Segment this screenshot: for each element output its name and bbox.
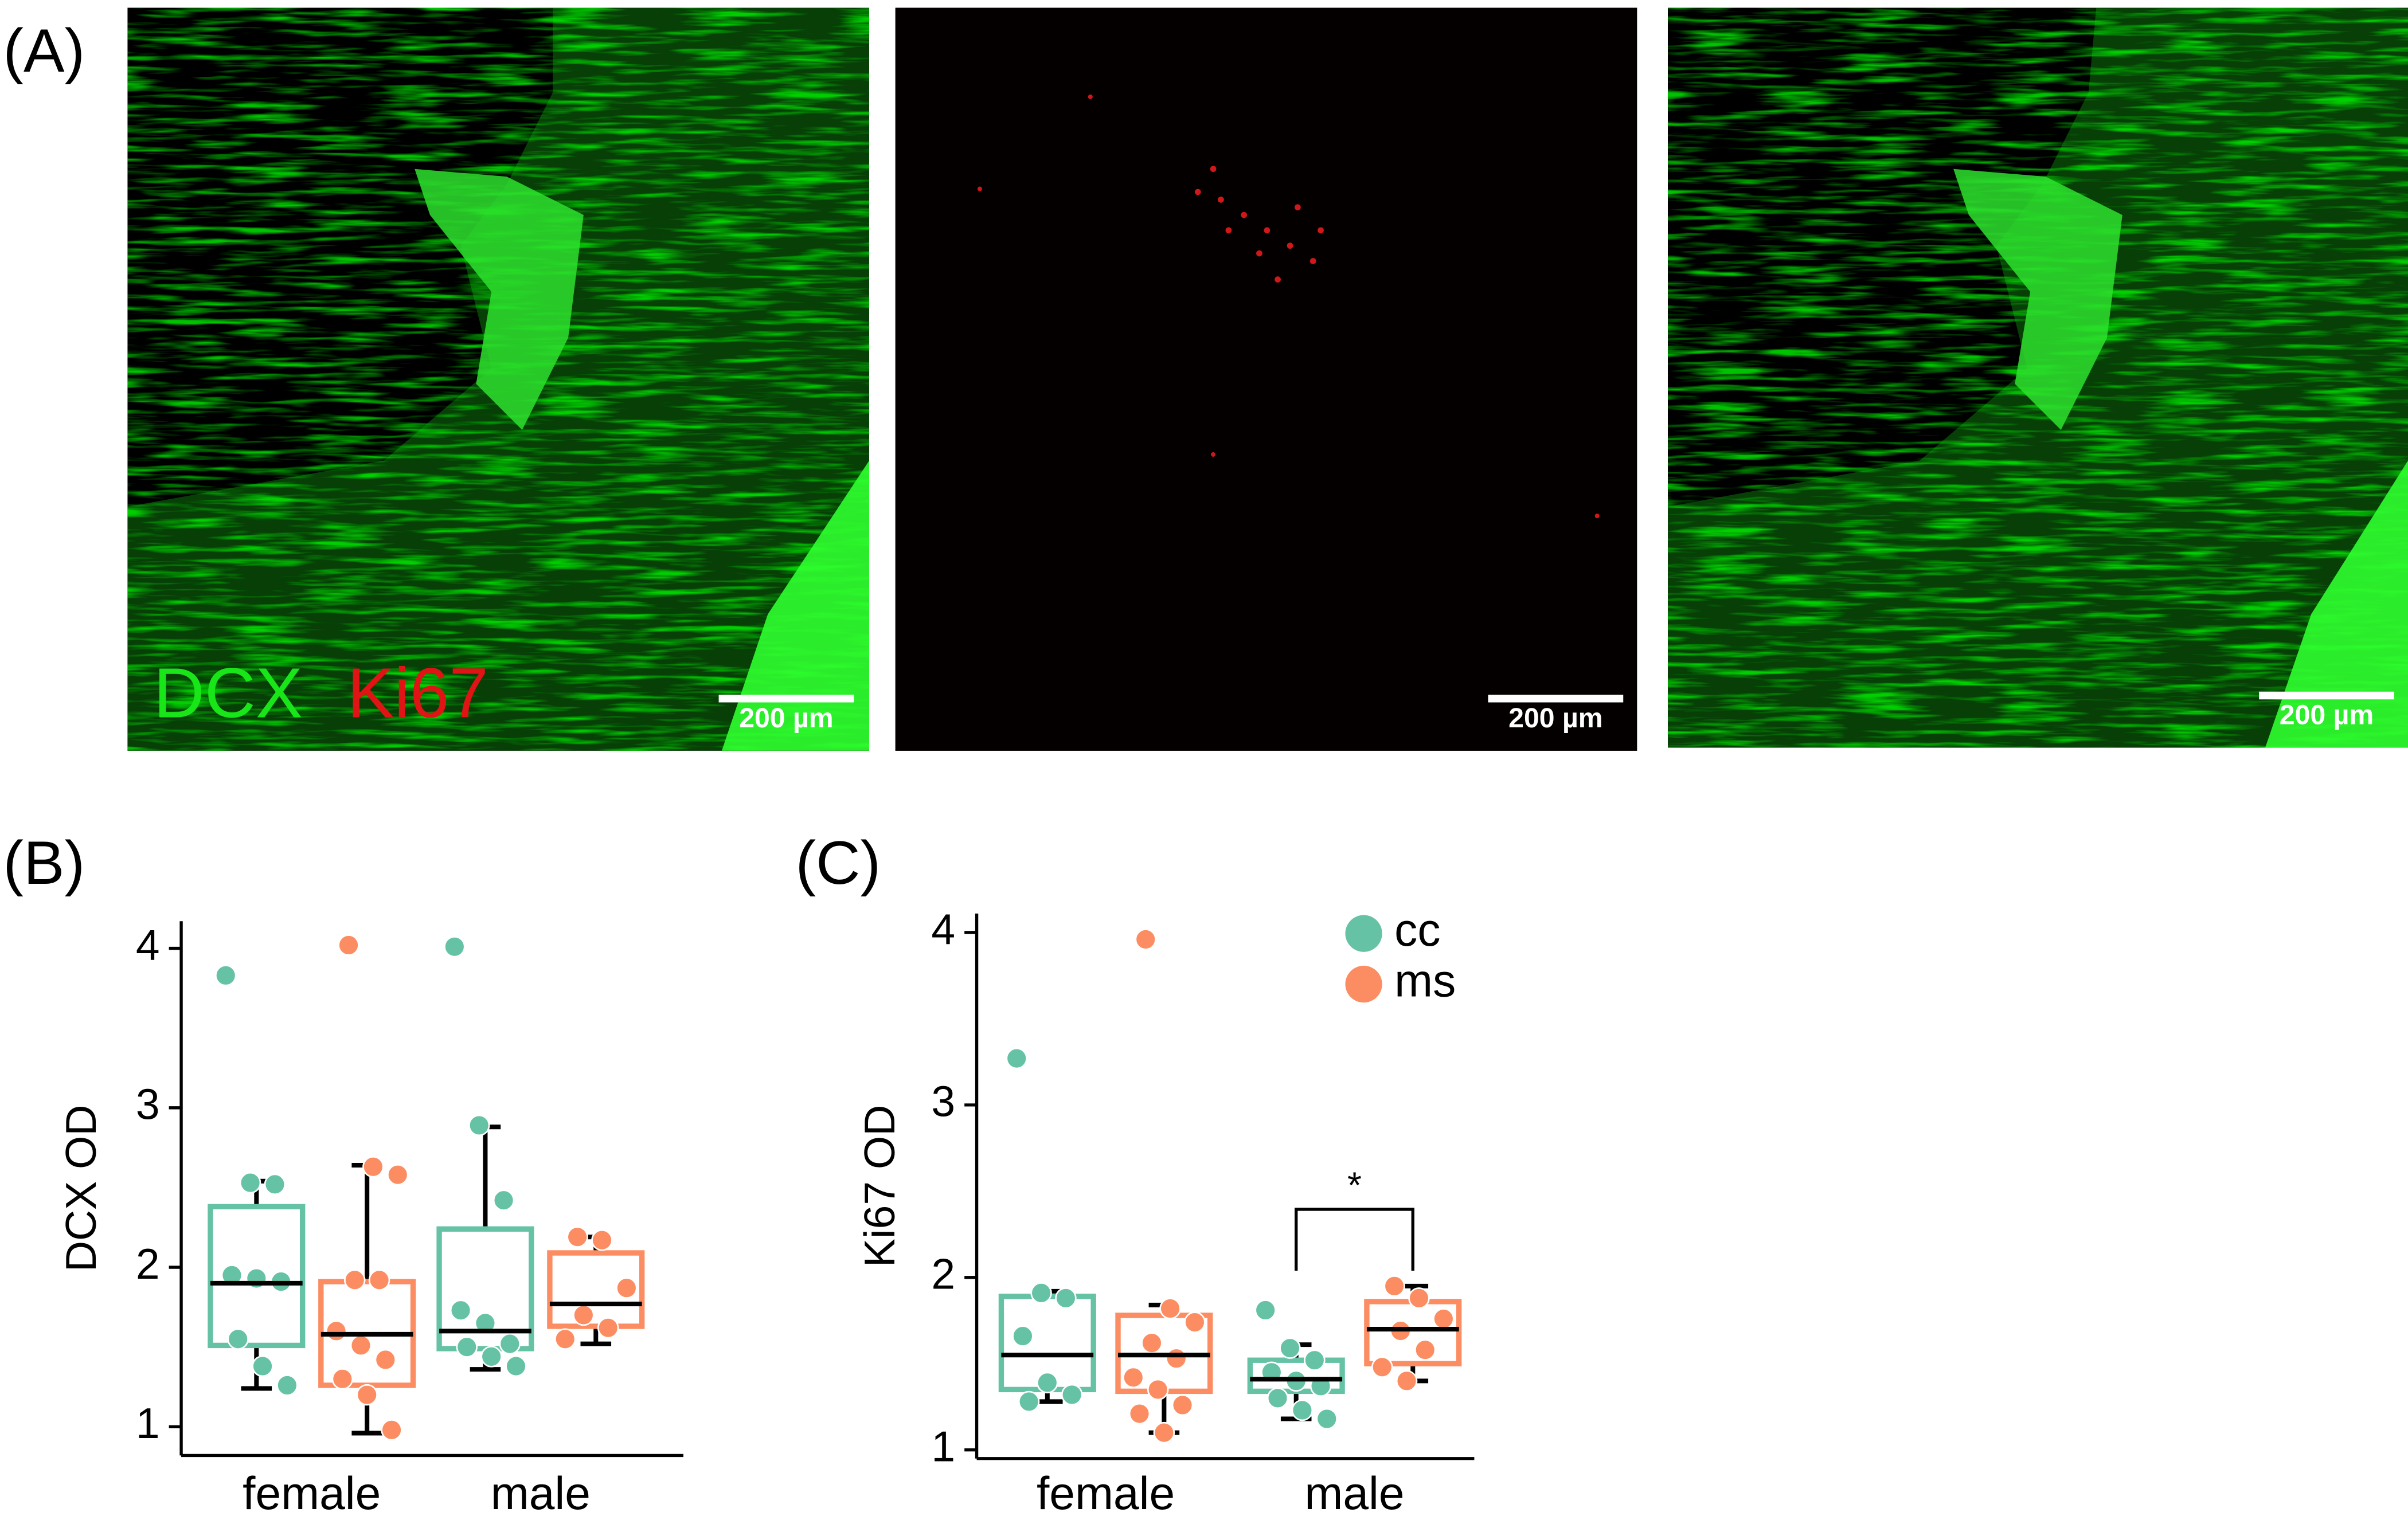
data-point (480, 1346, 502, 1368)
data-point (566, 1226, 588, 1248)
data-point (1147, 1378, 1169, 1401)
micrograph-merged (127, 7, 870, 751)
data-point (1395, 1370, 1418, 1392)
data-point (449, 1299, 472, 1321)
micrograph-dcx (1667, 7, 2408, 748)
data-point (1279, 1337, 1301, 1359)
box (208, 1204, 306, 1349)
x-tick-label: female (243, 1468, 381, 1519)
y-tick-label: 1 (136, 1399, 160, 1447)
data-point (350, 1334, 372, 1357)
data-point (239, 1172, 261, 1194)
data-point (1254, 1299, 1276, 1321)
y-tick-label: 4 (931, 905, 955, 953)
micrograph-ki67 (895, 7, 1637, 751)
data-point (1408, 1287, 1430, 1309)
data-point (1171, 1394, 1194, 1416)
legend-label: cc (1394, 904, 1440, 956)
y-tick-label: 3 (931, 1078, 955, 1126)
data-point (492, 1189, 515, 1211)
significance-bracket (1295, 1208, 1414, 1271)
data-point (1291, 1399, 1314, 1421)
data-point (1128, 1403, 1151, 1425)
scale-bars: 200 µm 200 µm 200 µm (718, 691, 2394, 734)
panel-label: (C) (796, 828, 881, 897)
data-point (573, 1304, 595, 1326)
y-tick-label: 2 (931, 1250, 955, 1298)
data-point (387, 1163, 409, 1186)
data-point (331, 1368, 354, 1390)
scale-bar-label: 200 µm (2280, 700, 2374, 731)
data-point (381, 1419, 402, 1441)
data-point (1433, 1308, 1455, 1330)
data-point (1018, 1390, 1040, 1413)
data-point (356, 1384, 378, 1406)
x-tick-label: female (1037, 1468, 1175, 1519)
panel-label: (A) (3, 16, 85, 85)
data-point (227, 1328, 249, 1350)
data-point (1055, 1287, 1077, 1309)
data-point (591, 1229, 613, 1251)
data-point (1304, 1349, 1326, 1371)
data-point (1371, 1356, 1393, 1378)
data-point (554, 1328, 576, 1350)
y-tick-label: 1 (931, 1423, 955, 1471)
data-point (1266, 1387, 1289, 1409)
data-point (362, 1156, 384, 1178)
box (547, 1250, 645, 1329)
data-point (444, 936, 466, 958)
data-point (325, 1320, 347, 1342)
data-point (374, 1349, 397, 1371)
y-axis-label: DCX OD (57, 1104, 105, 1272)
data-point (499, 1333, 521, 1355)
legend-label: ms (1394, 955, 1456, 1006)
data-point (597, 1317, 619, 1339)
y-tick-label: 3 (136, 1080, 160, 1129)
data-point (468, 1114, 490, 1137)
data-point (1184, 1311, 1206, 1333)
stain-label: DCX (154, 653, 303, 732)
data-point (252, 1355, 273, 1377)
data-point (1037, 1372, 1058, 1394)
data-point (1012, 1325, 1034, 1347)
data-point (338, 934, 359, 956)
data-point (1006, 1047, 1027, 1070)
y-tick-label: 4 (136, 920, 160, 969)
data-point (1141, 1332, 1163, 1354)
panel-label: (B) (3, 828, 85, 897)
data-point (344, 1269, 366, 1291)
data-point (1030, 1282, 1052, 1304)
significance-label: * (1347, 1164, 1362, 1205)
data-point (1414, 1339, 1436, 1361)
legend-marker (1345, 965, 1382, 1003)
legend-marker (1345, 915, 1382, 952)
data-point (264, 1173, 286, 1196)
data-point (1153, 1421, 1175, 1444)
y-axis-label: Ki67 OD (855, 1105, 904, 1267)
stain-label: Ki67 (347, 653, 488, 732)
data-point (215, 965, 237, 986)
data-point (456, 1336, 478, 1358)
x-tick-label: male (1304, 1468, 1404, 1519)
data-point (616, 1277, 638, 1299)
data-point (1383, 1275, 1405, 1297)
data-point (1123, 1366, 1144, 1389)
data-point (276, 1374, 298, 1396)
data-point (1166, 1347, 1187, 1369)
scale-bar-label: 200 µm (1508, 703, 1602, 734)
x-tick-label: male (491, 1468, 591, 1519)
data-point (505, 1355, 527, 1377)
y-tick-label: 2 (136, 1240, 160, 1288)
data-point (1061, 1384, 1083, 1406)
data-point (1316, 1408, 1338, 1430)
data-point (368, 1269, 390, 1291)
scale-bar-label: 200 µm (739, 703, 833, 734)
data-point (1135, 929, 1156, 950)
data-point (1159, 1298, 1181, 1319)
